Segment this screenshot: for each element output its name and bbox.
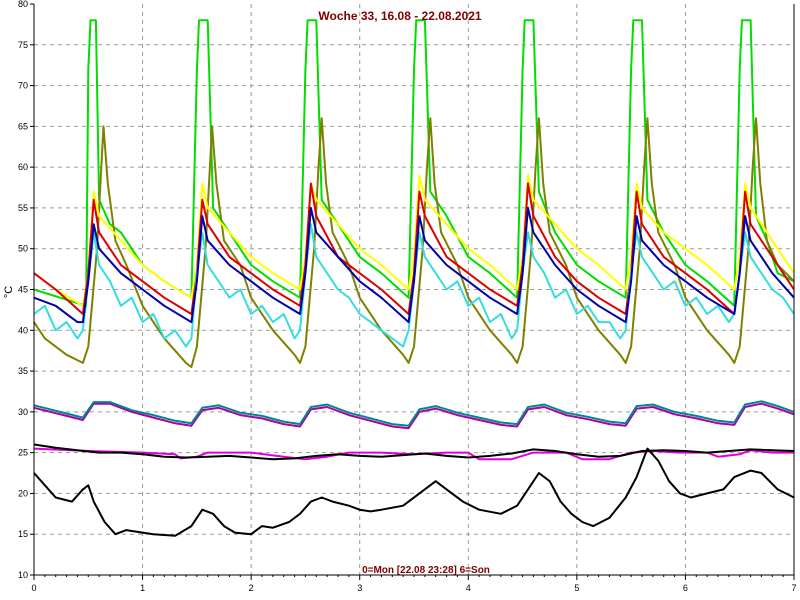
y-tick-label: 65 [18, 121, 28, 131]
y-tick-label: 70 [18, 81, 28, 91]
y-tick-label: 60 [18, 162, 28, 172]
series-line-2 [33, 117, 795, 368]
chart-title: Woche 33, 16.08 - 22.08.2021 [318, 9, 482, 23]
chart-axes [30, 3, 795, 580]
x-tick-label: 6 [683, 583, 688, 593]
series-line-4 [33, 182, 795, 315]
series-line-11 [33, 447, 795, 537]
x-tick-labels: 0 1 2 3 4 5 6 7 [31, 583, 796, 593]
y-tick-label: 35 [18, 366, 28, 376]
chart-series [33, 19, 795, 537]
series-line-3 [33, 174, 795, 307]
y-tick-label: 55 [18, 203, 28, 213]
series-line-8 [33, 400, 795, 427]
x-tick-label: 7 [791, 583, 796, 593]
y-tick-label: 80 [18, 0, 28, 9]
y-tick-label: 30 [18, 407, 28, 417]
x-tick-label: 3 [357, 583, 362, 593]
series-line-7 [33, 402, 795, 430]
x-tick-label: 1 [140, 583, 145, 593]
y-tick-label: 15 [18, 529, 28, 539]
y-tick-label: 40 [18, 325, 28, 335]
series-line-6 [33, 206, 795, 324]
y-tick-label: 50 [18, 244, 28, 254]
y-tick-label: 20 [18, 488, 28, 498]
series-line-10 [33, 443, 795, 461]
x-tick-label: 5 [574, 583, 579, 593]
x-tick-label: 2 [249, 583, 254, 593]
y-axis-label: °C [3, 286, 15, 298]
y-tick-label: 75 [18, 40, 28, 50]
y-tick-label: 45 [18, 285, 28, 295]
y-tick-label: 10 [18, 570, 28, 580]
y-tick-labels: 10 15 20 25 30 35 40 45 50 55 60 65 70 75 80 [18, 0, 28, 580]
chart-footer: 0=Mon [22.08 23:28] 6=Son [362, 565, 490, 576]
y-tick-label: 25 [18, 448, 28, 458]
x-tick-label: 4 [466, 583, 471, 593]
x-tick-label: 0 [31, 583, 36, 593]
